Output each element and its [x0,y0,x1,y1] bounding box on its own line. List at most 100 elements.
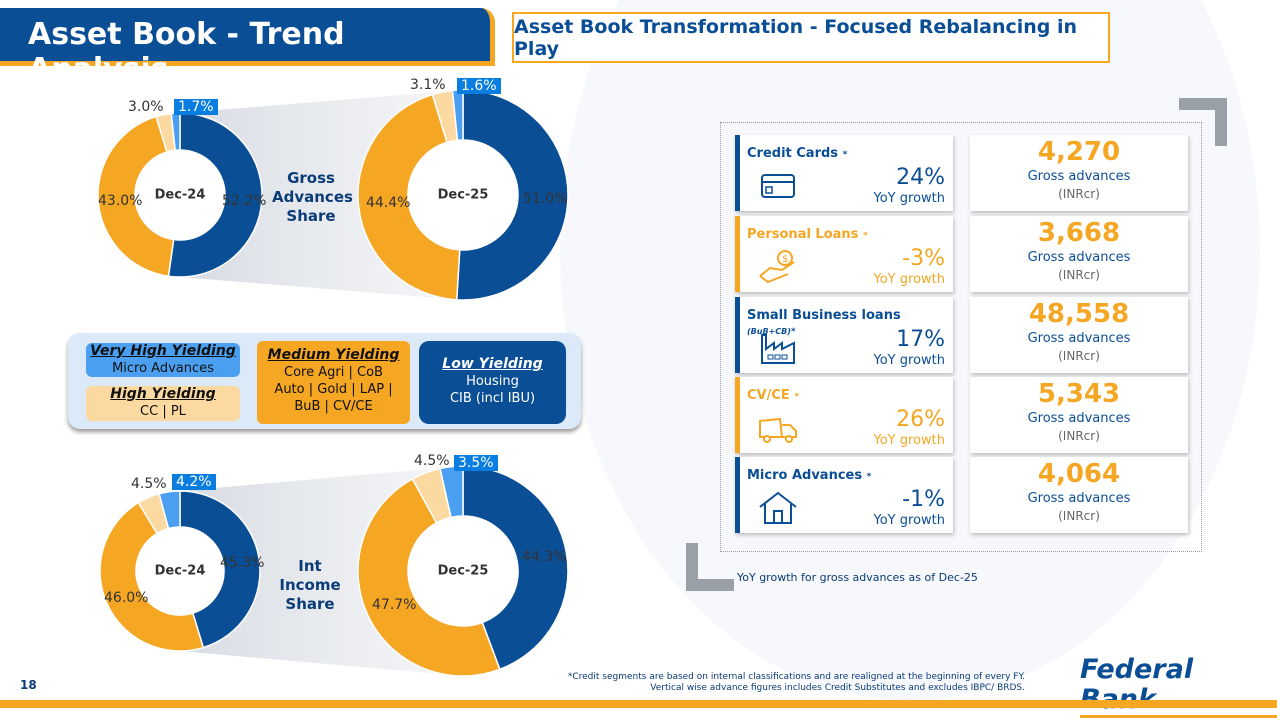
segment-asterisk: * [842,150,848,160]
center-label: Dec-25 [437,187,489,203]
legend-low: Low Yielding Housing CIB (incl IBU) [419,341,566,424]
legend-line: CIB (incl IBU) [449,391,536,406]
yoy-growth-label: YoY growth [873,272,945,287]
legend-title: Very High Yielding [90,343,236,359]
segment-name: CV/CE * [747,388,799,403]
legend-high: High Yielding CC | PL [86,386,240,421]
legend-very-high: Very High Yielding Micro Advances [86,343,240,377]
footnote: *Credit segments are based on internal c… [568,672,1025,694]
gross-advances-card: 5,343 Gross advances (INRcr) [970,377,1188,453]
label-high: 3.1% [410,77,446,93]
donut-hole [136,527,224,615]
segment-card: CV/CE * 26% YoY growth [735,377,953,453]
legend-medium: Medium Yielding Core Agri | CoB Auto | G… [257,341,410,424]
segment-name-text: Personal Loans [747,227,859,242]
label-low: 44.3% [522,549,567,565]
unit-label: (INRcr) [1058,349,1100,363]
yoy-growth-value: 17% [896,327,945,352]
page-number: 18 [20,678,37,692]
factory-icon [761,334,795,364]
subtitle: Asset Book Transformation - Focused Reba… [514,15,1078,60]
gross-advances-label: Gross advances [1027,169,1131,184]
credit-card-icon [761,174,795,198]
yoy-growth-label: YoY growth [873,353,945,368]
segment-name: Small Business loans (BuB+CB)* [747,308,953,338]
footnote-line: *Credit segments are based on internal c… [567,672,1025,682]
label-line: Share [286,207,336,225]
gross-advances-label: Gross advances [1027,491,1131,506]
legend-line: BuB | CV/CE [294,399,373,414]
label-high: 3.0% [128,99,164,115]
segments-panel [720,122,1202,552]
segment-asterisk: * [790,327,796,337]
donut-hole [408,140,518,250]
gross-advances-card: 4,064 Gross advances (INRcr) [970,457,1188,533]
label-high: 4.5% [414,453,450,469]
donut-hole [408,516,518,626]
yoy-growth-label: YoY growth [873,433,945,448]
legend-line: Core Agri | CoB [284,365,383,380]
gross-advances-label: Gross advances [1027,411,1131,426]
donut-hole [135,150,225,240]
growth-note: YoY growth for gross advances as of Dec-… [737,571,978,584]
yield-legend: Very High Yielding Micro Advances High Yi… [68,333,581,429]
segment-name: Credit Cards * [747,146,847,161]
yoy-growth-label: YoY growth [873,513,945,528]
segment-name-text: Small Business loans [747,308,901,323]
segment-card: Small Business loans (BuB+CB)* 17% YoY g… [735,297,953,373]
gross-advances-card: 3,668 Gross advances (INRcr) [970,216,1188,292]
segment-name-text: Credit Cards [747,146,839,161]
label-low: 51.0% [523,191,568,207]
legend-line: Auto | Gold | LAP | [274,382,393,397]
label-very-high: 1.6% [457,78,501,94]
footnote-line: Vertical wise advance figures includes C… [650,683,1025,693]
corner-bracket [686,543,734,591]
segment-name: Personal Loans * [747,227,868,242]
center-label: Dec-25 [437,563,489,579]
segment-name: Micro Advances * [747,468,871,483]
label-low: 45.3% [220,555,265,571]
segment-card: Micro Advances * -1% YoY growth [735,457,953,533]
label-very-high: 4.2% [172,474,216,490]
label-line: Gross [287,169,335,187]
label-line: Advances [272,188,353,206]
title-bar: Asset Book - Trend Analysis [0,8,495,87]
label-very-high: 3.5% [454,455,498,471]
yoy-growth-value: -1% [902,487,945,512]
unit-label: (INRcr) [1058,268,1100,282]
yoy-growth-value: 26% [896,407,945,432]
federal-bank-logo: Federal Bank [1080,655,1277,718]
label-medium: 47.7% [372,597,417,613]
gross-advances-label: Gross advances [1027,331,1131,346]
label-high: 4.5% [131,476,167,492]
gross-advances-value: 4,064 [1037,459,1121,489]
house-icon [759,491,797,524]
yoy-growth-label: YoY growth [873,191,945,206]
segment-asterisk: * [794,392,800,402]
legend-line: Housing [466,374,519,389]
label-medium: 43.0% [98,193,143,209]
legend-items: CC | PL [140,404,186,419]
int-income-share-label: Int Income Share [266,557,354,614]
label-very-high: 1.7% [174,99,218,115]
label-line: Share [285,595,335,613]
page-title: Asset Book - Trend Analysis [28,17,345,87]
bottom-bar [0,700,1277,708]
segment-card: Credit Cards * 24% YoY growth [735,135,953,211]
truck-icon [759,417,797,443]
label-medium: 44.4% [366,195,411,211]
svg-text:$: $ [782,254,788,265]
legend-title: Low Yielding [442,356,543,372]
subtitle-box: Asset Book Transformation - Focused Reba… [512,12,1110,63]
legend-title: High Yielding [110,386,216,402]
segment-name-text: CV/CE [747,388,790,403]
gross-advances-value: 4,270 [1037,137,1121,167]
center-label: Dec-24 [154,187,206,203]
center-label: Dec-24 [154,563,206,579]
label-low: 52.2% [222,193,267,209]
gross-advances-value: 3,668 [1037,218,1121,248]
gross-advances-card: 48,558 Gross advances (INRcr) [970,297,1188,373]
legend-title: Medium Yielding [267,347,400,363]
gross-advances-share-label: Gross Advances Share [272,169,353,226]
unit-label: (INRcr) [1058,187,1100,201]
